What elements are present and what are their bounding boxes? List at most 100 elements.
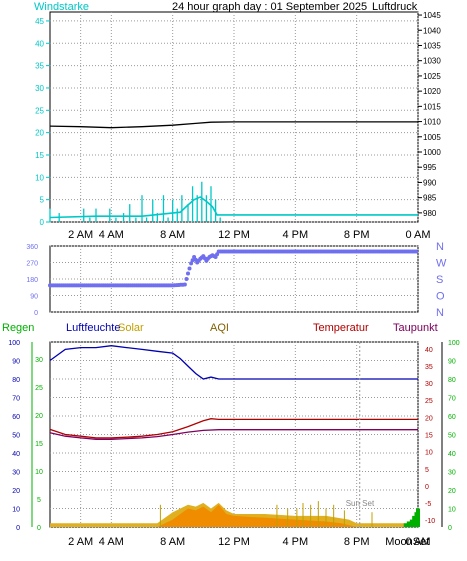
rain-tick-label: 60 bbox=[12, 414, 20, 421]
temperature-tick-label: 0 bbox=[425, 484, 429, 491]
wind-tick-label: 5 bbox=[40, 196, 45, 205]
rain-bar bbox=[409, 519, 414, 527]
rain-title: Regen bbox=[2, 322, 34, 334]
rain-tick-label: 10 bbox=[12, 507, 20, 514]
chart-title: 24 hour graph day : 01 September 2025 bbox=[172, 1, 367, 13]
x-tick-label: 8 AM bbox=[160, 536, 185, 548]
winddir-tick-label: 90 bbox=[30, 294, 38, 301]
wind-title: Windstarke bbox=[34, 1, 89, 13]
temperature-tick-label: 20 bbox=[425, 415, 433, 422]
rain-tick-label: 70 bbox=[12, 396, 20, 403]
humidity-axis-tick-label: 25 bbox=[35, 385, 43, 392]
temperature-tick-label: -10 bbox=[425, 518, 435, 525]
rain-tick-label: 50 bbox=[12, 433, 20, 440]
pressure-title: Luftdruck bbox=[372, 1, 418, 13]
compass-label: N bbox=[436, 241, 444, 253]
temperature-title: Temperatur bbox=[313, 322, 369, 334]
humidity-line bbox=[49, 345, 418, 380]
x-tick-label: 0 AM bbox=[405, 229, 430, 241]
solar-area bbox=[50, 504, 418, 527]
moonset-label: MoonSet bbox=[385, 536, 429, 548]
rain-tick-label: 30 bbox=[12, 470, 20, 477]
temperature-tick-label: -5 bbox=[425, 501, 431, 508]
aqi-tick-label: 10 bbox=[448, 507, 456, 514]
wind-tick-label: 30 bbox=[35, 84, 44, 93]
solar-title: Solar bbox=[118, 322, 144, 334]
aqi-tick-label: 60 bbox=[448, 414, 456, 421]
wind-tick-label: 35 bbox=[35, 62, 44, 71]
x-tick-label: 12 PM bbox=[218, 229, 250, 241]
winddir-point bbox=[187, 266, 192, 271]
pressure-tick-label: 1020 bbox=[423, 87, 441, 96]
rain-bar bbox=[406, 521, 411, 527]
temperature-tick-label: 35 bbox=[425, 364, 433, 371]
wind-tick-label: 0 bbox=[40, 218, 45, 227]
aqi-tick-label: 50 bbox=[448, 433, 456, 440]
rain-tick-label: 0 bbox=[16, 525, 20, 532]
winddir-point bbox=[182, 282, 187, 287]
dewpoint-title: Taupunkt bbox=[393, 322, 438, 334]
wind-tick-label: 10 bbox=[35, 173, 44, 182]
pressure-tick-label: 1025 bbox=[423, 72, 441, 81]
temperature-tick-label: 10 bbox=[425, 450, 433, 457]
temperature-tick-label: 30 bbox=[425, 381, 433, 388]
wind-tick-label: 40 bbox=[35, 39, 44, 48]
rain-tick-label: 20 bbox=[12, 488, 20, 495]
temperature-tick-label: 25 bbox=[425, 398, 433, 405]
winddir-tick-label: 360 bbox=[26, 244, 38, 251]
humidity-axis-tick-label: 30 bbox=[35, 357, 43, 364]
climate-panel: 0102030405060708090100051015202530-10-50… bbox=[8, 340, 459, 548]
x-tick-label: 2 AM bbox=[68, 229, 93, 241]
x-tick-label: 8 AM bbox=[160, 229, 185, 241]
pressure-tick-label: 1015 bbox=[423, 102, 441, 111]
wind-tick-label: 15 bbox=[35, 151, 44, 160]
aqi-tick-label: 20 bbox=[448, 488, 456, 495]
dewpoint-line bbox=[49, 429, 418, 440]
x-tick-label: 8 PM bbox=[344, 536, 370, 548]
compass-label: W bbox=[436, 258, 447, 270]
temperature-tick-label: 15 bbox=[425, 433, 433, 440]
aqi-tick-label: 70 bbox=[448, 396, 456, 403]
humidity-axis-tick-label: 20 bbox=[35, 413, 43, 420]
winddir-point bbox=[189, 261, 194, 266]
winddir-point bbox=[184, 277, 189, 281]
pressure-tick-label: 1030 bbox=[423, 57, 441, 66]
temperature-tick-label: 40 bbox=[425, 347, 433, 354]
pressure-tick-label: 985 bbox=[423, 194, 437, 203]
pressure-line bbox=[49, 121, 418, 129]
wind-tick-label: 25 bbox=[35, 106, 44, 115]
rain-tick-label: 80 bbox=[12, 377, 20, 384]
temperature-tick-label: 5 bbox=[425, 467, 429, 474]
humidity-axis-tick-label: 10 bbox=[35, 469, 43, 476]
pressure-tick-label: 990 bbox=[423, 178, 437, 187]
rain-bar bbox=[416, 508, 420, 527]
rain-bar bbox=[412, 515, 417, 527]
rain-tick-label: 100 bbox=[8, 340, 20, 347]
x-tick-label: 0 AM bbox=[405, 536, 430, 548]
x-tick-label: 4 AM bbox=[99, 229, 124, 241]
aqi-tick-label: 0 bbox=[448, 525, 452, 532]
x-tick-label: 4 PM bbox=[282, 229, 308, 241]
x-tick-label: 4 PM bbox=[282, 536, 308, 548]
humidity-axis-tick-label: 5 bbox=[37, 497, 41, 504]
winddir-tick-label: 180 bbox=[26, 277, 38, 284]
winddir-point bbox=[186, 271, 190, 276]
rain-bar bbox=[403, 523, 408, 527]
aqi-title: AQI bbox=[210, 322, 229, 334]
rain-tick-label: 40 bbox=[12, 451, 20, 458]
compass-label: S bbox=[436, 274, 443, 286]
compass-label: N bbox=[436, 307, 444, 319]
humidity-axis-tick-label: 0 bbox=[37, 525, 41, 532]
chart-labels: Windstarke 24 hour graph day : 01 Septemb… bbox=[2, 1, 438, 334]
pressure-tick-label: 1045 bbox=[423, 11, 441, 20]
winddir-point bbox=[190, 258, 195, 263]
x-tick-label: 4 AM bbox=[99, 536, 124, 548]
pressure-tick-label: 980 bbox=[423, 209, 437, 218]
winddir-tick-label: 270 bbox=[26, 261, 38, 268]
rain-tick-label: 90 bbox=[12, 359, 20, 366]
pressure-tick-label: 1010 bbox=[423, 118, 441, 127]
winddir-tick-label: 0 bbox=[34, 310, 38, 317]
temperature-line bbox=[49, 418, 418, 439]
